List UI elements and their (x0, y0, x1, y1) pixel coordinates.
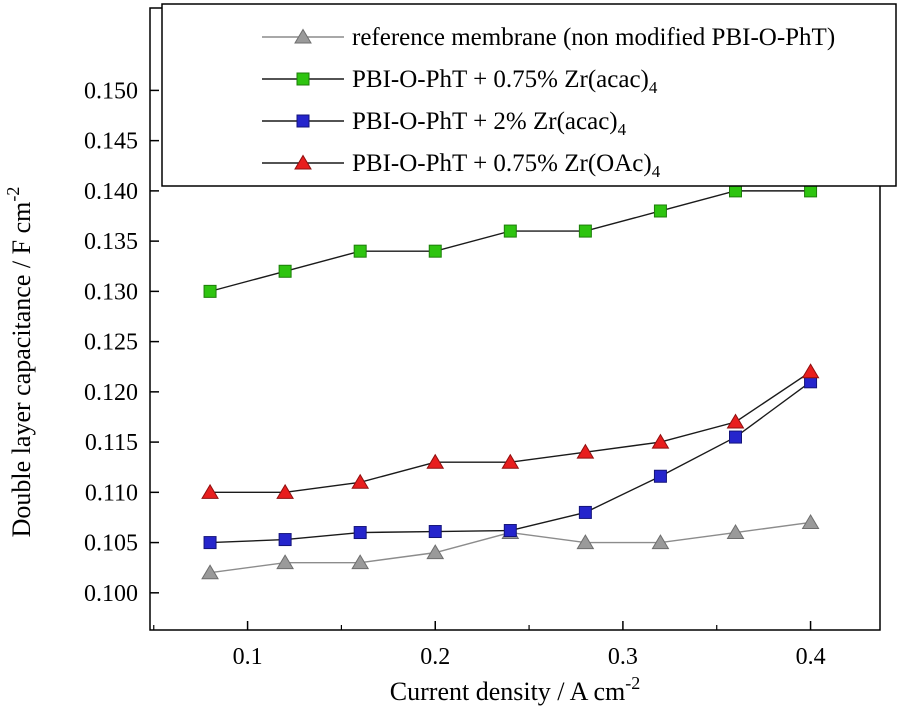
series-0-marker (651, 534, 670, 550)
legend-box (161, 3, 897, 187)
series-1-marker (653, 204, 667, 218)
series-3-marker (276, 483, 294, 499)
series-3-marker (576, 443, 595, 459)
series-2-marker (278, 533, 292, 547)
series-2-marker (578, 505, 592, 519)
y-tick-label: 0.125 (84, 330, 138, 356)
series-1-marker (428, 244, 442, 258)
legend-marker-3 (294, 154, 312, 170)
y-tick-label: 0.135 (84, 229, 138, 255)
y-tick-label: 0.115 (85, 430, 138, 456)
series-2-marker (428, 525, 442, 539)
legend-marker-0 (294, 28, 312, 44)
series-line-1 (209, 190, 811, 293)
legend-label-0: reference membrane (non modified PBI-O-P… (352, 24, 835, 51)
series-0-marker (276, 554, 294, 570)
series-0-marker (726, 524, 745, 540)
legend-label-2: PBI-O-PhT + 2% Zr(acac)4 (352, 108, 627, 139)
series-0-marker (201, 564, 219, 580)
y-tick-label: 0.130 (84, 279, 138, 305)
legend-label-1: PBI-O-PhT + 0.75% Zr(acac)4 (352, 66, 658, 97)
series-2-marker (353, 526, 367, 540)
series-3-marker (351, 473, 370, 489)
y-tick-label: 0.105 (84, 531, 138, 557)
series-3-marker (201, 483, 219, 499)
series-3-marker (426, 453, 445, 469)
x-tick-label: 0.2 (420, 644, 450, 670)
x-tick-label: 0.3 (608, 644, 638, 670)
series-0-marker (801, 514, 820, 529)
y-tick-label: 0.140 (84, 179, 138, 205)
series-1-marker (353, 244, 367, 258)
series-1-marker (203, 284, 217, 298)
y-tick-label: 0.100 (84, 581, 138, 607)
series-2-marker (503, 524, 517, 538)
x-tick-label: 0.1 (233, 644, 263, 670)
series-0-marker (351, 554, 370, 570)
series-line-3 (210, 371, 811, 494)
series-2-marker (203, 536, 217, 550)
y-axis-label: Double layer capacitance / F cm-2 (3, 187, 36, 538)
x-axis-label: Current density / A cm-2 (390, 673, 640, 706)
x-tick-label: 0.4 (796, 644, 826, 670)
legend-label-3: PBI-O-PhT + 0.75% Zr(OAc)4 (352, 150, 661, 181)
series-2-marker (653, 469, 667, 483)
y-tick-label: 0.150 (84, 78, 138, 104)
y-tick-label: 0.145 (84, 129, 138, 155)
series-1-marker (578, 224, 592, 238)
series-2-marker (729, 430, 743, 444)
series-1-marker (503, 224, 517, 238)
legend-marker-1 (296, 72, 310, 86)
series-0-marker (576, 534, 595, 550)
series-3-marker (726, 413, 745, 429)
legend-marker-2 (296, 114, 310, 128)
series-0-marker (426, 544, 445, 560)
series-3-marker (501, 453, 520, 469)
series-3-marker (801, 363, 820, 379)
series-3-marker (651, 433, 670, 449)
series-1-marker (278, 264, 292, 278)
y-tick-label: 0.120 (84, 380, 138, 406)
y-tick-label: 0.110 (85, 480, 138, 506)
